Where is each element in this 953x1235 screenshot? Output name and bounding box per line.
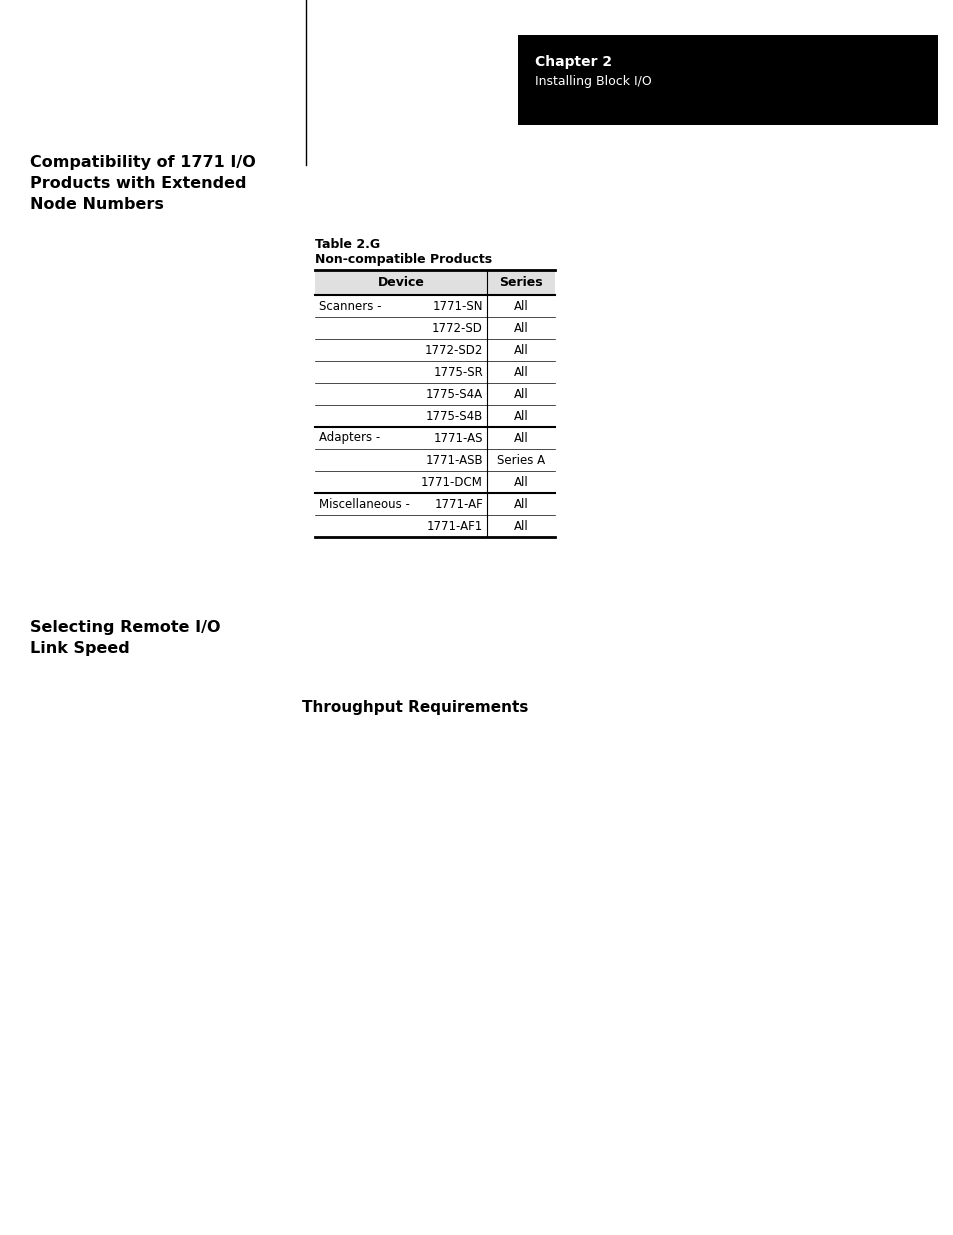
Text: 1771-SN: 1771-SN (432, 300, 482, 312)
Text: 1771-AF: 1771-AF (434, 498, 482, 510)
Text: 1771-DCM: 1771-DCM (420, 475, 482, 489)
Text: 1771-AS: 1771-AS (433, 431, 482, 445)
Text: Chapter 2: Chapter 2 (535, 56, 612, 69)
Bar (314, 270, 555, 295)
Text: Adapters -: Adapters - (318, 431, 380, 445)
Text: Table 2.G: Table 2.G (314, 238, 379, 251)
Text: Series A: Series A (497, 453, 544, 467)
Text: All: All (513, 366, 528, 378)
Text: All: All (513, 300, 528, 312)
Text: All: All (513, 431, 528, 445)
Bar (517, 35, 937, 125)
Text: All: All (513, 321, 528, 335)
Text: Series: Series (498, 275, 542, 289)
Text: 1775-S4B: 1775-S4B (425, 410, 482, 422)
Text: 1772-SD: 1772-SD (432, 321, 482, 335)
Text: Products with Extended: Products with Extended (30, 177, 246, 191)
Text: Compatibility of 1771 I/O: Compatibility of 1771 I/O (30, 156, 255, 170)
Text: Node Numbers: Node Numbers (30, 198, 164, 212)
Text: All: All (513, 388, 528, 400)
Text: All: All (513, 475, 528, 489)
Text: 1771-AF1: 1771-AF1 (426, 520, 482, 532)
Text: Selecting Remote I/O: Selecting Remote I/O (30, 620, 220, 635)
Text: Device: Device (377, 275, 424, 289)
Text: Link Speed: Link Speed (30, 641, 130, 656)
Text: Miscellaneous -: Miscellaneous - (318, 498, 410, 510)
Text: 1771-ASB: 1771-ASB (425, 453, 482, 467)
Text: 1772-SD2: 1772-SD2 (424, 343, 482, 357)
Text: All: All (513, 343, 528, 357)
Text: 1775-SR: 1775-SR (433, 366, 482, 378)
Text: All: All (513, 410, 528, 422)
Text: Installing Block I/O: Installing Block I/O (535, 75, 651, 88)
Text: Throughput Requirements: Throughput Requirements (301, 700, 528, 715)
Text: All: All (513, 498, 528, 510)
Text: 1775-S4A: 1775-S4A (425, 388, 482, 400)
Text: All: All (513, 520, 528, 532)
Text: Scanners -: Scanners - (318, 300, 381, 312)
Text: Non-compatible Products: Non-compatible Products (314, 253, 492, 266)
